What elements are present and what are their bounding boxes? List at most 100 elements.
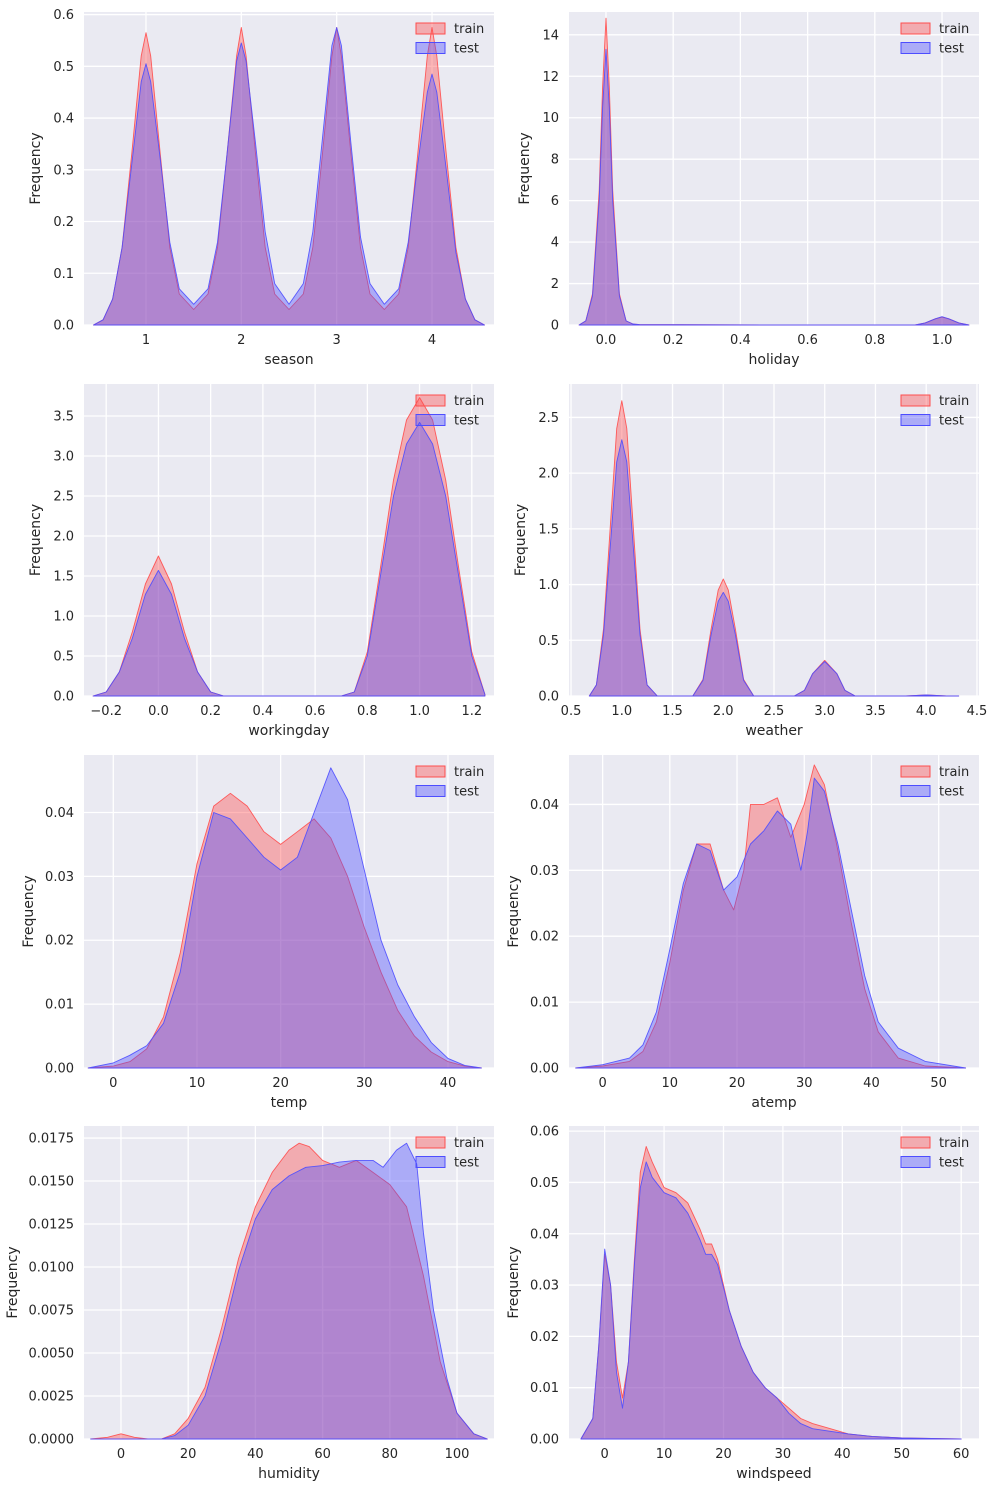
series-area-test [87,767,482,1069]
y-tick-label: 0.0 [53,319,74,334]
x-axis-label: weather [745,723,803,739]
legend-label-train: train [939,765,969,780]
y-tick-label: 0.5 [53,650,74,665]
plot-area [569,755,979,1068]
x-tick-label: 4.0 [916,704,937,719]
series-area-train [93,27,485,326]
y-tick-label: 0.02 [530,930,559,945]
y-tick-label: 0.03 [45,870,74,885]
y-tick-label: 2.0 [53,530,74,545]
x-tick-label: 3.0 [814,704,835,719]
legend-swatch-train [415,394,446,407]
subplot-holiday: 0.0 0.2 0.4 0.6 0.8 1.0 0 2 4 6 8 10 12 14 holiday Freq… [517,12,979,368]
x-tick-label: 10 [189,1076,206,1091]
y-tick-label: 3.0 [53,450,74,465]
subplot-windspeed: 0 10 20 30 40 50 60 0.00 0.01 0.02 0.03 0.04 0.05 0.0… [506,1125,979,1482]
x-tick-label: 2 [237,333,245,348]
x-tick-label: 0.4 [253,704,274,719]
y-tick-label: 14 [542,28,559,43]
x-tick-label: 10 [662,1076,679,1091]
series-area-test [578,48,970,326]
y-tick-label: 1.5 [538,522,559,537]
y-tick-label: 1.5 [53,570,74,585]
x-tick-label: 60 [953,1447,970,1462]
legend-label-test: test [454,785,479,800]
y-axis-label: Frequency [21,875,37,947]
y-tick-label: 0.0000 [29,1433,75,1448]
y-tick-label: 0.0 [538,690,559,705]
x-tick-label: 0.6 [305,704,326,719]
x-tick-label: 20 [180,1447,197,1462]
plot-area [569,1126,979,1439]
series-area-test [90,1142,488,1440]
x-tick-label: 20 [715,1447,732,1462]
series-area-test [93,27,485,326]
x-tick-label: 4.5 [967,704,988,719]
legend: train test [415,1136,484,1171]
y-tick-label: 0.01 [530,996,559,1011]
legend-label-train: train [454,394,484,409]
legend-swatch-test [900,1156,931,1168]
x-tick-label: 20 [272,1076,289,1091]
y-tick-label: 0.3 [53,163,74,178]
y-tick-label: 0.0125 [29,1218,75,1233]
x-tick-label: 1.0 [409,704,430,719]
subplot-season: 1 2 3 4 0.0 0.1 0.2 0.3 0.4 0.5 0.6 season Frequency… [28,8,494,368]
series-area-test [575,777,967,1069]
y-axis-label: Frequency [517,132,533,204]
legend: train test [900,1136,969,1171]
y-tick-label: 0.0 [53,690,74,705]
x-tick-label: −0.2 [90,704,122,719]
series-area-test [580,1161,962,1440]
x-tick-label: 2.0 [713,704,734,719]
y-axis-label: Frequency [506,1246,522,1318]
x-tick-label: 40 [863,1076,880,1091]
x-tick-label: 0.5 [561,704,582,719]
legend-label-train: train [939,22,969,37]
y-tick-label: 0.04 [530,1227,559,1242]
x-tick-label: 30 [775,1447,792,1462]
series-area-train [575,764,967,1069]
y-tick-label: 0.02 [530,1330,559,1345]
y-axis-label: Frequency [5,1246,21,1318]
x-tick-label: 1.0 [611,704,632,719]
y-tick-label: 3.5 [53,410,74,425]
x-tick-label: 1.0 [932,333,953,348]
x-tick-label: 60 [314,1447,331,1462]
x-tick-label: 30 [356,1076,373,1091]
legend-swatch-train [900,765,931,778]
legend-swatch-test [415,42,446,54]
x-axis-label: humidity [258,1466,320,1482]
y-tick-label: 0.0050 [29,1347,75,1362]
series-area-train [580,1146,962,1440]
plot-area [84,755,494,1068]
legend-label-train: train [939,394,969,409]
legend-swatch-test [900,414,931,426]
y-axis-label: Frequency [506,875,522,947]
x-tick-label: 0.8 [357,704,378,719]
y-tick-label: 0.0175 [29,1132,75,1147]
y-tick-label: 10 [542,111,559,126]
legend-label-test: test [454,42,479,57]
y-tick-label: 0.1 [53,267,74,282]
x-tick-label: 30 [796,1076,813,1091]
x-tick-label: 0 [598,1076,606,1091]
x-tick-label: 0 [109,1076,117,1091]
legend-label-test: test [939,42,964,57]
y-tick-label: 2.5 [53,490,74,505]
y-tick-label: 4 [551,236,559,251]
x-tick-label: 0.6 [797,333,818,348]
legend-label-test: test [939,414,964,429]
x-axis-label: holiday [749,352,800,368]
x-tick-label: 3.5 [865,704,886,719]
y-tick-label: 0.0100 [29,1261,75,1276]
legend-swatch-test [415,414,446,426]
y-tick-label: 2.0 [538,467,559,482]
legend-swatch-train [900,1136,931,1149]
legend-swatch-train [900,394,931,407]
x-axis-label: season [264,352,313,368]
x-tick-label: 40 [440,1076,457,1091]
legend: train test [900,22,969,57]
legend-swatch-train [415,22,446,35]
